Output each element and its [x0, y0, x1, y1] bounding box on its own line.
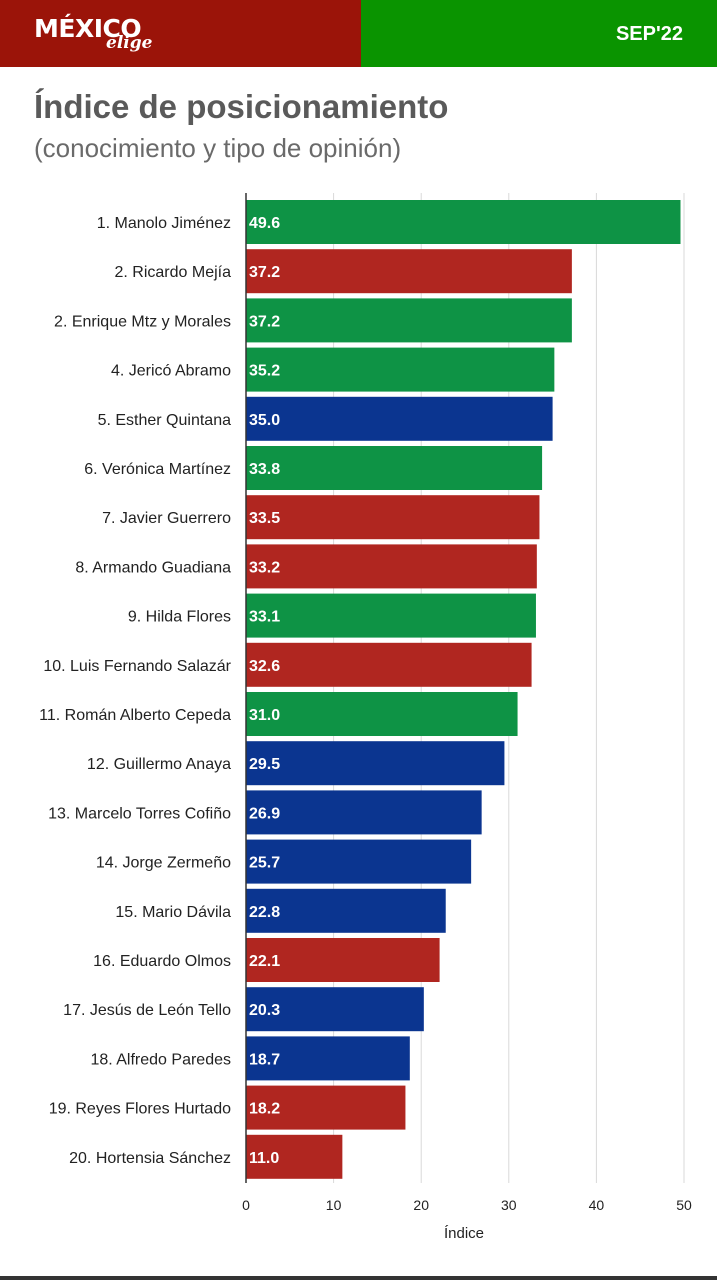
data-label: 37.2 — [249, 264, 280, 281]
category-label: 16. Eduardo Olmos — [93, 953, 231, 970]
brand-logo-main: MÉXICO — [34, 14, 142, 43]
bar — [246, 741, 505, 786]
category-label: 17. Jesús de León Tello — [63, 1002, 231, 1019]
data-label: 33.1 — [249, 609, 280, 626]
data-label: 25.7 — [249, 855, 280, 872]
bottom-divider — [0, 1276, 717, 1280]
header-right-panel: SEP'22 — [361, 0, 717, 67]
category-label: 6. Verónica Martínez — [84, 461, 231, 478]
x-tick-label: 0 — [242, 1197, 250, 1213]
bar — [246, 544, 537, 589]
bar — [246, 347, 555, 392]
data-label: 18.2 — [249, 1101, 280, 1118]
data-label: 35.0 — [249, 412, 280, 429]
x-tick-label: 30 — [501, 1197, 517, 1213]
data-label: 31.0 — [249, 707, 280, 724]
bar — [246, 298, 572, 343]
bar — [246, 593, 536, 638]
bar — [246, 446, 543, 490]
bar — [246, 692, 518, 736]
category-label: 7. Javier Guerrero — [102, 510, 231, 527]
category-label: 2. Ricardo Mejía — [115, 264, 232, 281]
category-label: 14. Jorge Zermeño — [96, 855, 231, 872]
data-label: 20.3 — [249, 1002, 280, 1019]
data-label: 33.8 — [249, 461, 280, 478]
category-label: 11. Román Alberto Cepeda — [39, 707, 231, 724]
bar — [246, 790, 482, 835]
bar — [246, 888, 446, 933]
category-label: 10. Luis Fernando Salazár — [43, 658, 231, 675]
chart-subtitle: (conocimiento y tipo de opinión) — [34, 133, 402, 163]
data-label: 49.6 — [249, 215, 280, 232]
category-label: 15. Mario Dávila — [115, 904, 231, 921]
x-axis-title: Índice — [444, 1225, 484, 1242]
data-label: 29.5 — [249, 756, 280, 773]
x-tick-label: 10 — [326, 1197, 342, 1213]
bar — [246, 938, 440, 982]
bar — [246, 396, 553, 441]
bar — [246, 987, 424, 1032]
data-label: 37.2 — [249, 313, 280, 330]
category-label: 2. Enrique Mtz y Morales — [54, 313, 231, 330]
bar — [246, 495, 540, 540]
x-tick-label: 40 — [589, 1197, 605, 1213]
category-label: 20. Hortensia Sánchez — [69, 1150, 231, 1167]
category-label: 1. Manolo Jiménez — [97, 215, 231, 232]
data-label: 35.2 — [249, 363, 280, 380]
bar — [246, 1036, 410, 1081]
bar — [246, 200, 681, 244]
bar — [246, 839, 472, 884]
data-label: 22.8 — [249, 904, 280, 921]
category-label: 12. Guillermo Anaya — [87, 756, 231, 773]
data-label: 18.7 — [249, 1051, 280, 1068]
brand-logo-sub: elige — [106, 33, 153, 53]
data-label: 33.2 — [249, 559, 280, 576]
bar — [246, 249, 572, 294]
data-label: 33.5 — [249, 510, 280, 527]
category-label: 8. Armando Guadiana — [75, 559, 231, 576]
data-label: 22.1 — [249, 953, 280, 970]
data-label: 11.0 — [249, 1150, 279, 1167]
data-label: 32.6 — [249, 658, 280, 675]
bar — [246, 1085, 406, 1130]
category-label: 13. Marcelo Torres Cofiño — [48, 805, 231, 822]
bar — [246, 642, 532, 687]
x-tick-label: 50 — [676, 1197, 692, 1213]
chart-title: Índice de posicionamiento — [34, 88, 449, 125]
category-label: 4. Jericó Abramo — [111, 363, 231, 380]
bar — [246, 1134, 343, 1179]
x-tick-label: 20 — [413, 1197, 429, 1213]
category-label: 5. Esther Quintana — [98, 412, 232, 429]
category-label: 19. Reyes Flores Hurtado — [49, 1101, 231, 1118]
category-label: 18. Alfredo Paredes — [90, 1051, 231, 1068]
header-banner: MÉXICO elige SEP'22 — [0, 0, 717, 67]
category-label: 9. Hilda Flores — [128, 609, 231, 626]
date-label: SEP'22 — [615, 23, 683, 45]
data-label: 26.9 — [249, 805, 280, 822]
header-left-panel: MÉXICO elige — [0, 0, 361, 67]
